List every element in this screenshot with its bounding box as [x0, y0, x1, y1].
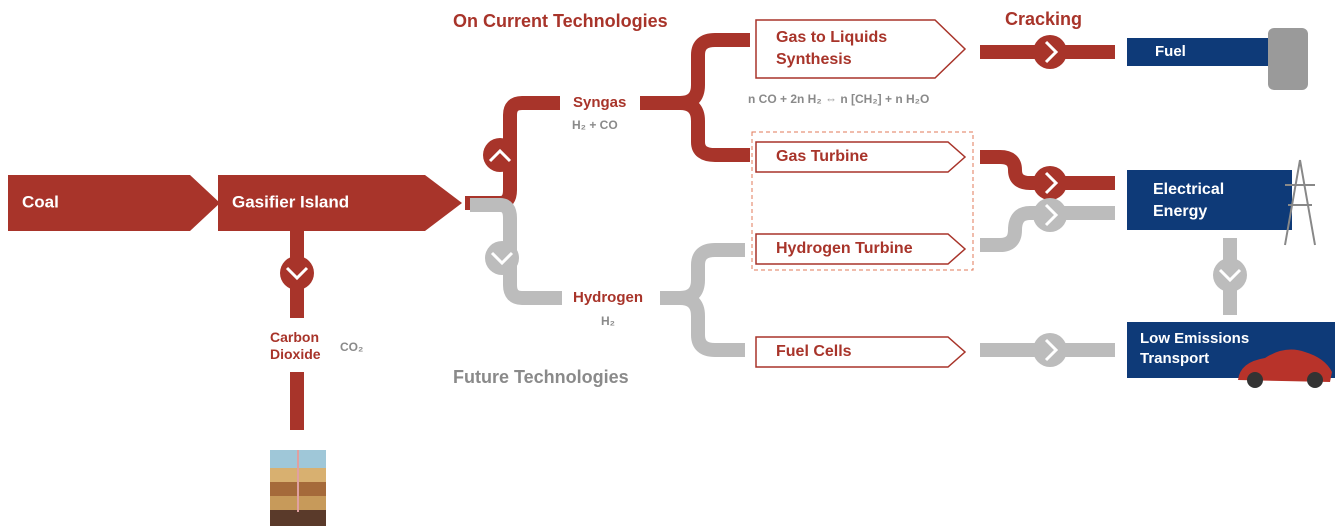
pipe [660, 250, 745, 350]
gasifier-label: Gasifier Island [232, 192, 349, 211]
pipe [640, 40, 750, 155]
hydrogen-formula: H₂ [601, 314, 615, 328]
heading: On Current Technologies [453, 11, 668, 31]
fuel-label: Fuel [1155, 43, 1186, 60]
hydrogen-label: Hydrogen [573, 289, 643, 306]
gtl-formula: n CO + 2n H₂ ⇔ n [CH₂] + n H₂O [748, 92, 929, 106]
hydrogen-turbine-label: Hydrogen Turbine [776, 240, 913, 257]
syngas-formula: H₂ + CO [572, 118, 618, 132]
storage-icon [270, 450, 326, 526]
heading: Cracking [1005, 9, 1082, 29]
gas-turbine-label: Gas Turbine [776, 148, 868, 165]
output-box [1127, 38, 1292, 66]
syngas-label: Syngas [573, 94, 626, 111]
heading: Future Technologies [453, 367, 629, 387]
co2-formula: CO₂ [340, 340, 363, 354]
output-box [1127, 170, 1292, 230]
fuel-cells-label: Fuel Cells [776, 343, 852, 360]
diagram: Coal Gasifier Island On Current Technolo… [0, 0, 1340, 526]
barrel-icon [1268, 28, 1308, 90]
coal-label: Coal [22, 192, 59, 211]
